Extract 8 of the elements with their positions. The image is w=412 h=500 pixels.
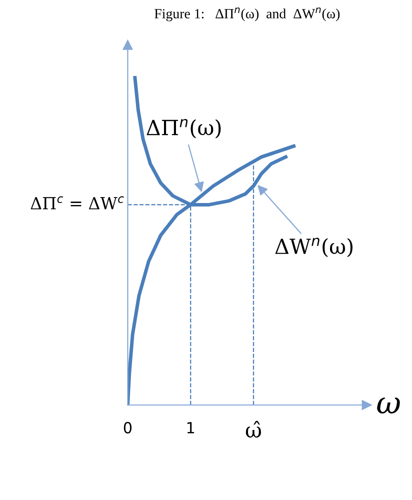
x-tick-label: ω̂: [246, 420, 261, 438]
x-tick-label: 0: [124, 422, 132, 434]
x-tick-label: 1: [187, 422, 194, 434]
x-axis-title: ω: [377, 398, 400, 414]
text: ΔW$^{n}$(ω): [275, 238, 353, 258]
ref-line-label: ΔΠ$^{c}$ = ΔW$^{c}$: [30, 196, 124, 210]
chart-title: Figure 1: ΔΠ$^{n}$(ω) and ΔW$^{n}$(ω): [154, 8, 340, 22]
series-label: ΔΠ$^{n}$(ω): [146, 118, 221, 138]
